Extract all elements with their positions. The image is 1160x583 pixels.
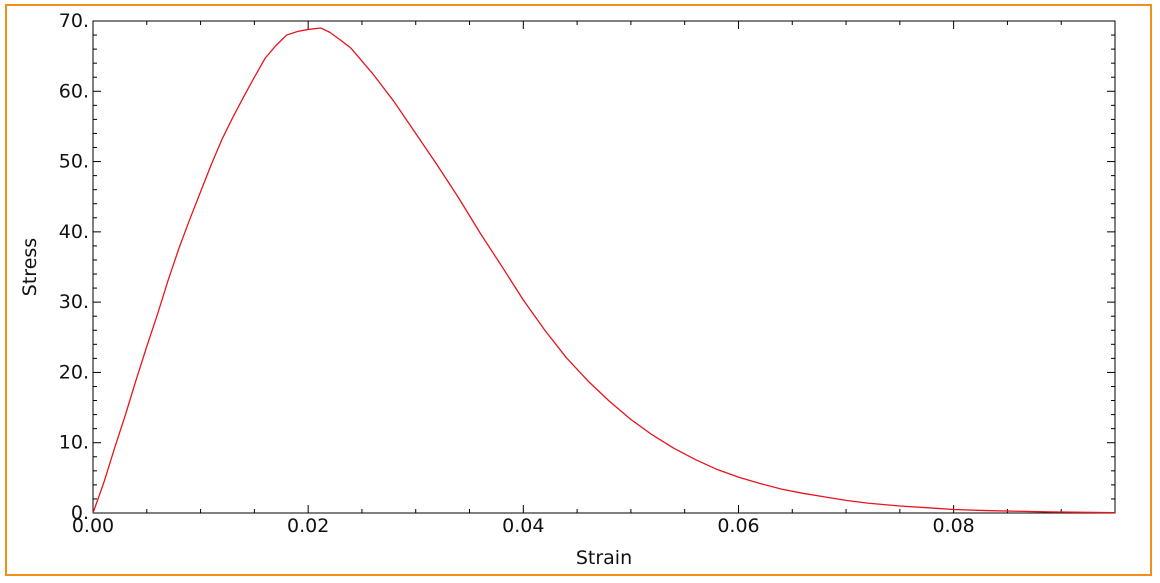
chart-frame: [5, 4, 1152, 576]
y-tick-label: 10.: [59, 432, 89, 454]
ticks: [92, 20, 1115, 514]
x-tick-labels: 0.00 0.02 0.04 0.06 0.08: [72, 515, 975, 537]
x-tick-label: 0.04: [502, 515, 544, 537]
x-tick-label: 0.06: [717, 515, 759, 537]
x-tick-label: 0.00: [72, 515, 114, 537]
x-tick-label: 0.08: [932, 515, 974, 537]
x-tick-label: 0.02: [287, 515, 329, 537]
stress-strain-series-line: [92, 27, 1116, 514]
y-tick-label: 50.: [59, 151, 89, 173]
y-tick-label: 30.: [59, 291, 89, 313]
y-tick-label: 20.: [59, 361, 89, 383]
y-axis-title: Stress: [19, 238, 41, 296]
series-layer: [92, 27, 1116, 514]
y-tick-labels: 0. 10. 20. 30. 40. 50. 60. 70.: [59, 10, 89, 524]
plot-area-border: [92, 20, 1116, 514]
y-tick-label: 40.: [59, 221, 89, 243]
y-tick-label: 0.: [71, 502, 89, 524]
x-axis-title: Strain: [576, 547, 632, 569]
y-tick-label: 70.: [59, 10, 89, 32]
y-tick-label: 60.: [59, 80, 89, 102]
